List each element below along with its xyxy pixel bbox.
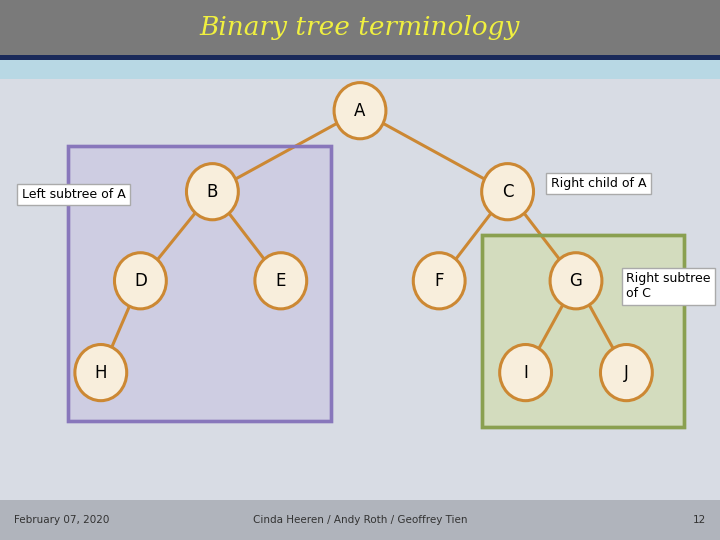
Ellipse shape	[600, 345, 652, 401]
Text: H: H	[94, 363, 107, 382]
Ellipse shape	[482, 164, 534, 220]
Ellipse shape	[334, 83, 386, 139]
Text: I: I	[523, 363, 528, 382]
Text: Right subtree
of C: Right subtree of C	[626, 272, 711, 300]
Ellipse shape	[114, 253, 166, 309]
FancyBboxPatch shape	[0, 500, 720, 540]
Text: B: B	[207, 183, 218, 201]
Text: C: C	[502, 183, 513, 201]
FancyBboxPatch shape	[68, 146, 331, 421]
Ellipse shape	[255, 253, 307, 309]
Text: Left subtree of A: Left subtree of A	[22, 188, 125, 201]
Ellipse shape	[413, 253, 465, 309]
Text: Cinda Heeren / Andy Roth / Geoffrey Tien: Cinda Heeren / Andy Roth / Geoffrey Tien	[253, 515, 467, 525]
Text: Right child of A: Right child of A	[551, 177, 647, 190]
Text: 12: 12	[693, 515, 706, 525]
Text: February 07, 2020: February 07, 2020	[14, 515, 109, 525]
Ellipse shape	[550, 253, 602, 309]
Ellipse shape	[186, 164, 238, 220]
Ellipse shape	[75, 345, 127, 401]
Text: F: F	[434, 272, 444, 290]
Text: A: A	[354, 102, 366, 120]
Text: E: E	[276, 272, 286, 290]
FancyBboxPatch shape	[0, 55, 720, 60]
FancyBboxPatch shape	[0, 60, 720, 79]
Text: Binary tree terminology: Binary tree terminology	[200, 15, 520, 40]
Text: J: J	[624, 363, 629, 382]
Text: D: D	[134, 272, 147, 290]
FancyBboxPatch shape	[482, 235, 684, 427]
FancyBboxPatch shape	[0, 0, 720, 55]
Ellipse shape	[500, 345, 552, 401]
Text: G: G	[570, 272, 582, 290]
